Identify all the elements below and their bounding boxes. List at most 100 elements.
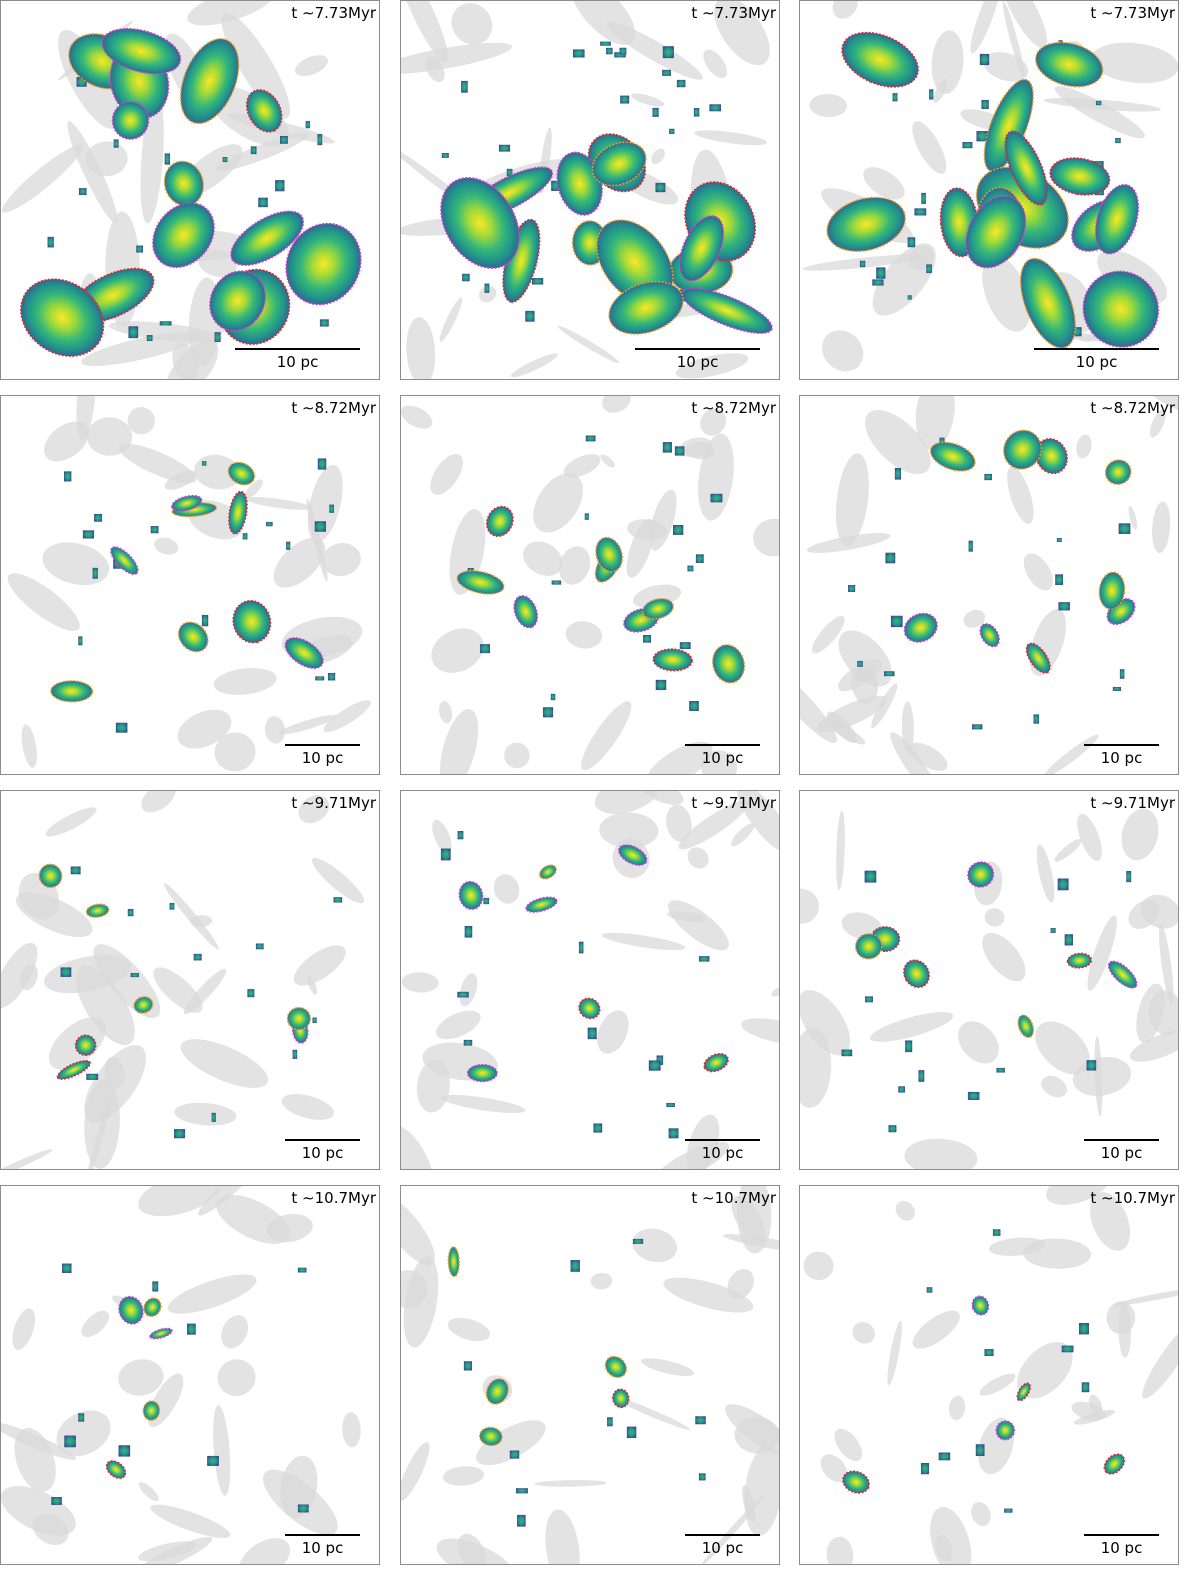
scale-label: 10 pc	[702, 749, 744, 767]
gas-filament	[198, 1185, 264, 1216]
gas-filament	[1007, 466, 1034, 524]
dense-clump	[525, 896, 558, 913]
gas-filament	[753, 518, 780, 557]
small-clump	[292, 1049, 298, 1059]
small-clump	[1061, 1345, 1074, 1353]
scale-label: 10 pc	[1076, 353, 1118, 371]
panel-border	[799, 790, 1179, 1170]
gas-filament	[1129, 1029, 1179, 1062]
small-clump	[169, 902, 175, 910]
time-label: t ∼8.72Myr	[1090, 399, 1175, 417]
small-clump	[1095, 100, 1102, 106]
small-clump	[968, 540, 973, 552]
small-clump	[76, 77, 87, 87]
gas-filament	[213, 1405, 231, 1496]
dense-clump	[1016, 1382, 1031, 1402]
small-clump	[876, 267, 886, 279]
small-clump	[82, 530, 95, 539]
small-clump	[551, 180, 560, 191]
dense-clump	[502, 218, 541, 303]
small-clump	[118, 1445, 131, 1457]
gas-filament	[694, 130, 768, 146]
gas-filament	[1036, 844, 1055, 903]
gas-filament	[298, 795, 330, 824]
dense-clump	[1107, 960, 1138, 989]
small-clump	[698, 956, 710, 962]
gas-filament	[799, 888, 820, 924]
dense-clump	[703, 1053, 729, 1073]
gas-filament	[1148, 990, 1179, 1036]
small-clump	[632, 1238, 644, 1244]
gas-filament	[841, 912, 883, 940]
gas-filament	[1, 144, 83, 213]
small-clump	[159, 321, 172, 326]
gas-filament	[440, 1094, 526, 1114]
small-clump	[981, 99, 989, 110]
dense-clump	[1019, 257, 1077, 349]
small-clump	[333, 897, 343, 903]
gas-filament	[651, 148, 665, 165]
gas-filament	[948, 1395, 966, 1421]
gas-filament	[645, 741, 713, 775]
dense-clump	[466, 1063, 498, 1083]
gas-filament	[294, 55, 329, 77]
dense-clump	[1094, 183, 1140, 255]
gas-filament	[400, 1441, 430, 1501]
gas-filament	[870, 1012, 954, 1042]
scale-label: 10 pc	[1101, 749, 1143, 767]
panel: t ∼7.73Myr 10 pc	[799, 0, 1179, 380]
small-clump	[693, 108, 700, 117]
dense-clump	[38, 863, 63, 889]
gas-filament	[438, 701, 453, 724]
gas-filament	[1087, 915, 1117, 991]
small-clump	[857, 660, 863, 667]
small-clump	[483, 897, 490, 905]
small-clump	[679, 642, 691, 650]
gas-filament	[19, 963, 38, 991]
small-clump	[327, 672, 336, 681]
gas-filament	[908, 742, 948, 771]
dense-clump	[110, 546, 139, 576]
gas-filament	[221, 12, 291, 119]
small-clump	[689, 700, 699, 711]
gas-filament	[590, 1272, 613, 1290]
gas-filament	[400, 1270, 428, 1308]
small-clump	[655, 679, 667, 691]
small-clump	[275, 180, 285, 192]
small-clump	[892, 93, 898, 102]
gas-filament	[632, 1228, 677, 1263]
small-clump	[286, 541, 291, 550]
small-clump	[128, 326, 139, 339]
dense-clump	[595, 536, 624, 573]
panel: t ∼7.73Myr 10 pc	[400, 0, 780, 380]
small-clump	[662, 69, 671, 76]
small-clump	[78, 636, 83, 646]
gas-filament	[400, 1195, 435, 1266]
small-clump	[578, 941, 584, 954]
dense-clump	[163, 160, 205, 207]
gas-filament	[293, 945, 346, 986]
small-clump	[484, 283, 490, 293]
dense-clump	[179, 38, 240, 125]
dense-clump	[101, 27, 182, 75]
gas-filament	[799, 1027, 832, 1108]
small-clump	[193, 953, 202, 961]
small-clump	[687, 565, 694, 572]
dense-clump	[118, 1295, 144, 1325]
gas-filament	[84, 1079, 120, 1169]
small-clump	[463, 1039, 473, 1046]
gas-filament	[915, 395, 955, 450]
gas-filament	[821, 330, 864, 372]
gas-filament	[244, 479, 263, 499]
gas-filament	[281, 1094, 334, 1120]
small-clump	[1112, 686, 1122, 691]
small-clump	[666, 1102, 675, 1108]
gas-filament	[963, 609, 986, 628]
small-clump	[150, 526, 159, 534]
gas-filament	[678, 800, 750, 850]
gas-filament	[1054, 838, 1082, 862]
gas-filament	[663, 1277, 754, 1313]
panel-content	[400, 395, 780, 775]
gas-filament	[177, 709, 232, 749]
panel: t ∼9.71Myr 10 pc	[799, 790, 1179, 1170]
